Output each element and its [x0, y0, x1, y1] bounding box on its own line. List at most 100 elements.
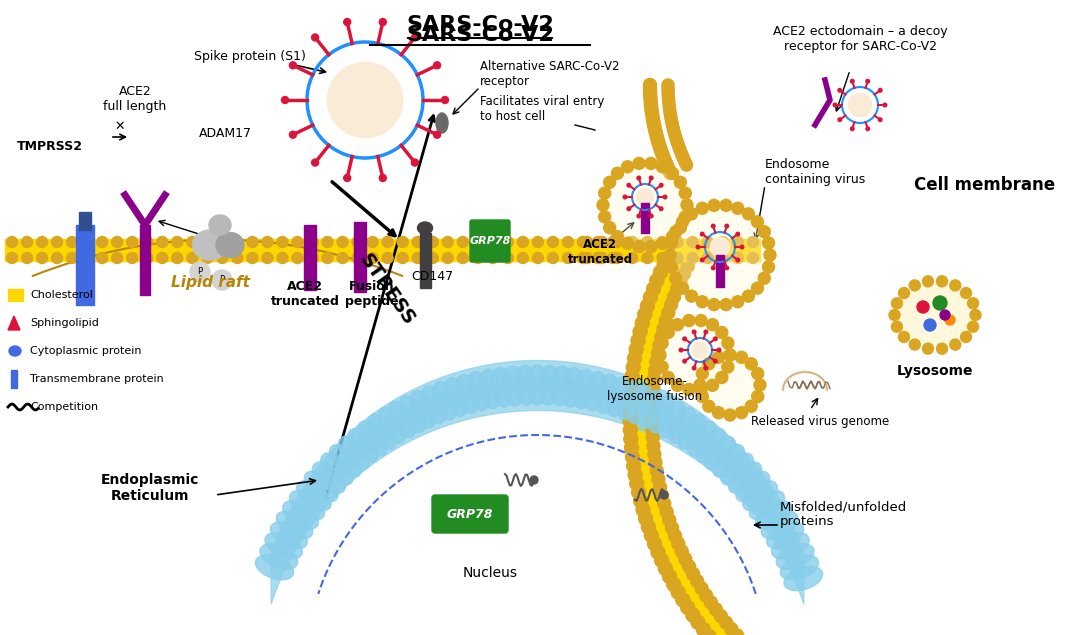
Circle shape	[691, 575, 703, 587]
Circle shape	[647, 380, 659, 394]
Ellipse shape	[583, 371, 607, 411]
Circle shape	[693, 342, 708, 358]
Circle shape	[663, 164, 676, 177]
Circle shape	[67, 253, 77, 264]
Circle shape	[664, 166, 677, 180]
Circle shape	[949, 339, 961, 350]
Circle shape	[695, 582, 708, 595]
Circle shape	[636, 503, 650, 517]
Circle shape	[172, 236, 183, 248]
Circle shape	[352, 253, 363, 264]
Text: GRP78: GRP78	[447, 507, 493, 521]
Circle shape	[679, 552, 692, 565]
Circle shape	[652, 134, 665, 147]
Circle shape	[696, 391, 708, 403]
Circle shape	[67, 236, 77, 248]
Ellipse shape	[687, 421, 716, 456]
Circle shape	[656, 161, 668, 173]
Bar	[354, 222, 366, 292]
Circle shape	[157, 253, 168, 264]
Circle shape	[655, 489, 669, 502]
Circle shape	[683, 314, 695, 326]
Circle shape	[683, 384, 695, 396]
Circle shape	[666, 116, 678, 128]
Circle shape	[643, 85, 656, 98]
Circle shape	[518, 253, 528, 264]
Circle shape	[681, 199, 693, 211]
Ellipse shape	[538, 365, 560, 405]
Circle shape	[644, 94, 657, 107]
Circle shape	[667, 167, 679, 179]
Circle shape	[352, 236, 363, 248]
Circle shape	[578, 253, 589, 264]
Circle shape	[671, 319, 683, 331]
Circle shape	[52, 236, 62, 248]
Text: Sphingolipid: Sphingolipid	[30, 318, 99, 328]
Circle shape	[488, 236, 498, 248]
Circle shape	[645, 157, 657, 170]
Circle shape	[724, 349, 736, 361]
Circle shape	[112, 236, 122, 248]
Circle shape	[6, 253, 17, 264]
Bar	[79, 212, 91, 230]
Text: STRESS: STRESS	[355, 250, 418, 329]
Circle shape	[611, 167, 624, 179]
Circle shape	[112, 253, 122, 264]
Text: Endoplasmic
Reticulum: Endoplasmic Reticulum	[101, 473, 199, 503]
Ellipse shape	[743, 481, 778, 511]
Circle shape	[434, 131, 440, 138]
Circle shape	[322, 253, 333, 264]
Circle shape	[899, 288, 910, 298]
Circle shape	[653, 265, 667, 279]
Ellipse shape	[713, 444, 744, 478]
Circle shape	[603, 163, 687, 247]
Circle shape	[473, 253, 483, 264]
Circle shape	[311, 159, 319, 166]
Circle shape	[937, 276, 947, 287]
Circle shape	[668, 290, 681, 304]
Circle shape	[529, 476, 538, 484]
Circle shape	[713, 359, 717, 363]
Circle shape	[945, 315, 955, 325]
Circle shape	[597, 199, 609, 211]
Circle shape	[708, 298, 720, 311]
Circle shape	[232, 253, 243, 264]
Bar	[580, 239, 760, 261]
Circle shape	[666, 119, 679, 131]
Circle shape	[670, 133, 682, 145]
Ellipse shape	[658, 401, 685, 438]
Circle shape	[654, 349, 666, 361]
Ellipse shape	[410, 391, 436, 428]
Circle shape	[678, 267, 691, 280]
Circle shape	[742, 208, 754, 220]
Ellipse shape	[321, 453, 353, 485]
Circle shape	[647, 282, 661, 296]
Circle shape	[673, 144, 686, 156]
Text: ACE2 ectodomain – a decoy
receptor for SARC-Co-V2: ACE2 ectodomain – a decoy receptor for S…	[772, 25, 947, 53]
Circle shape	[652, 137, 665, 150]
Circle shape	[742, 290, 754, 302]
Circle shape	[663, 88, 674, 100]
Circle shape	[681, 159, 693, 171]
Circle shape	[722, 337, 734, 349]
Circle shape	[637, 214, 640, 218]
Circle shape	[917, 301, 929, 313]
Circle shape	[533, 236, 543, 248]
Ellipse shape	[418, 222, 433, 234]
Circle shape	[666, 237, 678, 249]
Circle shape	[674, 222, 686, 234]
Circle shape	[503, 253, 513, 264]
Circle shape	[651, 545, 665, 559]
Circle shape	[604, 177, 615, 189]
Circle shape	[700, 232, 703, 236]
Circle shape	[127, 253, 137, 264]
Circle shape	[676, 149, 687, 161]
Ellipse shape	[338, 436, 369, 470]
Circle shape	[670, 205, 770, 305]
Circle shape	[879, 88, 882, 92]
Circle shape	[548, 253, 558, 264]
Circle shape	[626, 360, 640, 374]
Circle shape	[687, 236, 698, 248]
Circle shape	[202, 253, 213, 264]
Text: Cholesterol: Cholesterol	[30, 290, 92, 300]
